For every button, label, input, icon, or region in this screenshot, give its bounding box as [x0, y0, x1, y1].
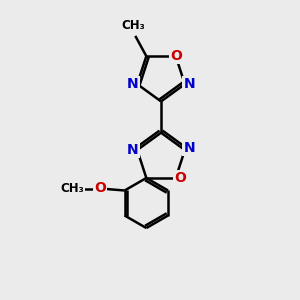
Text: O: O	[94, 181, 106, 195]
Text: O: O	[170, 49, 182, 63]
Text: N: N	[183, 141, 195, 155]
Text: N: N	[127, 77, 139, 91]
Text: N: N	[183, 77, 195, 91]
Text: N: N	[127, 143, 139, 157]
Text: O: O	[174, 171, 186, 185]
Text: CH₃: CH₃	[122, 19, 145, 32]
Text: CH₃: CH₃	[61, 182, 84, 195]
